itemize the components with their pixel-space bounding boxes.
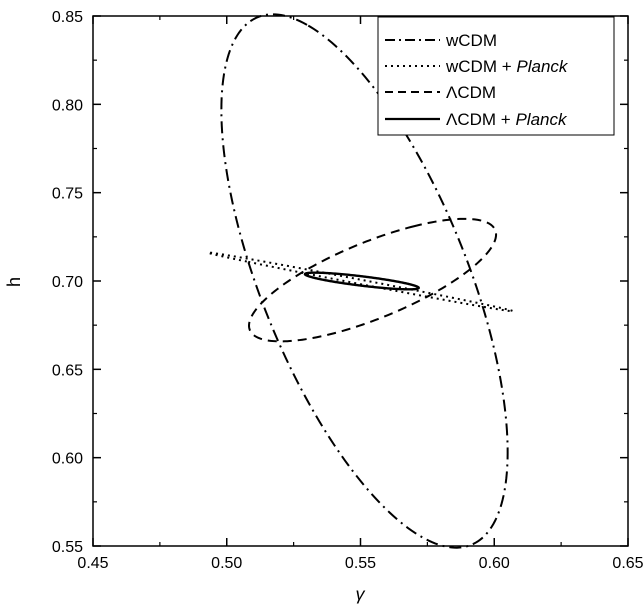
axis-ticks	[92, 15, 629, 547]
x-tick-label: 0.45	[77, 555, 108, 572]
y-tick-label: 0.55	[52, 539, 83, 556]
legend-label-wcdm: wCDM	[445, 31, 497, 50]
x-axis-label: γ	[356, 584, 366, 604]
y-tick-label: 0.80	[52, 97, 83, 114]
y-tick-label: 0.75	[52, 186, 83, 203]
contour-cdm	[248, 217, 498, 343]
contour-cdm-planck	[303, 271, 420, 291]
legend-label-wcdm-planck: wCDM + Planck	[445, 57, 569, 76]
y-tick-label: 0.85	[52, 9, 83, 26]
y-tick-label: 0.70	[52, 274, 83, 291]
x-tick-label: 0.60	[479, 555, 510, 572]
legend-label-lcdm-planck: ΛCDM + Planck	[446, 110, 568, 129]
x-tick-label: 0.55	[345, 555, 376, 572]
legend-label-lcdm: ΛCDM	[446, 83, 496, 102]
x-tick-label: 0.65	[612, 555, 643, 572]
confidence-contours	[206, 13, 515, 549]
x-tick-label: 0.50	[211, 555, 242, 572]
legend-box	[377, 16, 615, 136]
axis-tick-labels: 0.45 0.50 0.55 0.60 0.65 0.55 0.60 0.65 0.70 0.75…	[52, 9, 643, 572]
y-tick-label: 0.60	[52, 451, 83, 468]
legend: wCDM wCDM + Planck ΛCDM ΛCDM + Planck	[377, 16, 615, 136]
contour-wcdm	[220, 13, 509, 549]
y-tick-label: 0.65	[52, 362, 83, 379]
y-axis-label: h	[4, 277, 24, 287]
